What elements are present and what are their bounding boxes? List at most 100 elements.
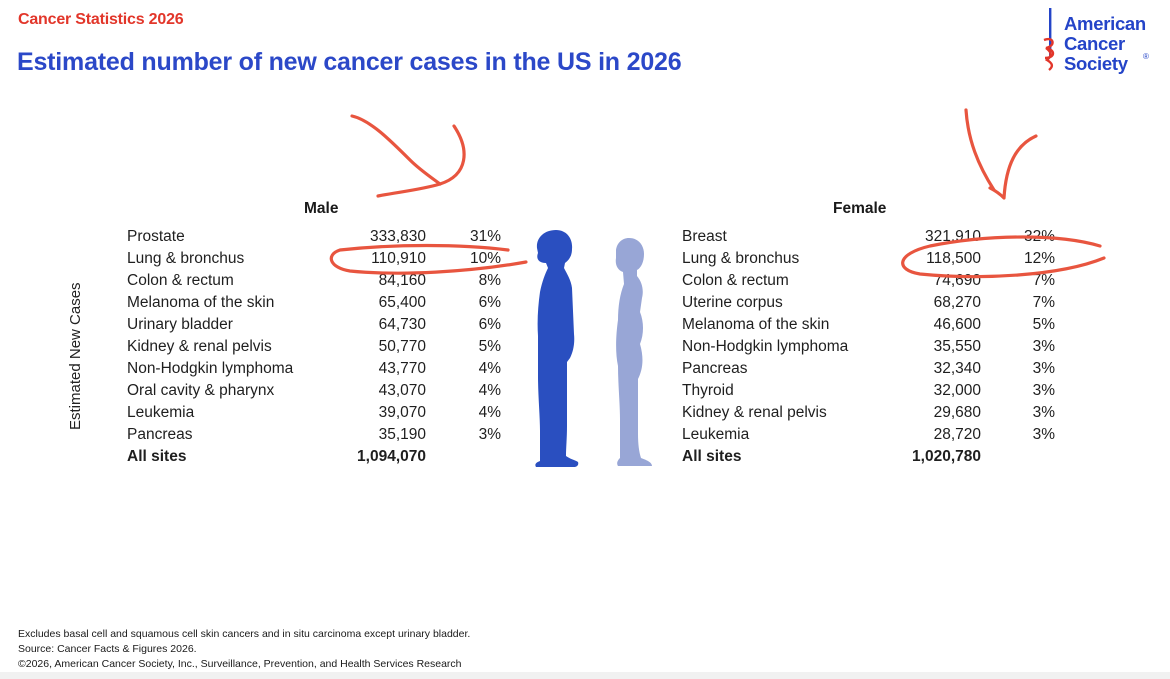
male-count-cell: 43,770 xyxy=(378,360,426,377)
male-count-cell: 39,070 xyxy=(378,404,426,421)
male-count-cell: 35,190 xyxy=(378,426,426,443)
male-total-site-cell: All sites xyxy=(127,448,187,465)
female-site-cell: Lung & bronchus xyxy=(682,250,800,267)
male-row: Pancreas 35,190 3% xyxy=(127,424,507,446)
sword-emblem-icon xyxy=(1043,8,1055,71)
female-site-cell: Colon & rectum xyxy=(682,272,789,289)
female-count-cell: 68,270 xyxy=(933,294,981,311)
female-percent-cell: 12% xyxy=(1023,250,1055,267)
female-row: Thyroid 32,000 3% xyxy=(682,380,1062,402)
acs-logo: American Cancer Society ® xyxy=(1042,8,1166,76)
male-percent-cell: 3% xyxy=(478,426,501,443)
female-total-site-cell: All sites xyxy=(682,448,742,465)
logo-trademark: ® xyxy=(1143,52,1149,61)
female-heading: Female xyxy=(833,200,887,217)
male-site-cell: Leukemia xyxy=(127,404,195,421)
male-row: Leukemia 39,070 4% xyxy=(127,402,507,424)
female-arrow-head-annotation xyxy=(988,134,1038,200)
female-percent-cell: 3% xyxy=(1032,426,1055,443)
male-lung-circle-annotation xyxy=(329,243,528,275)
female-site-cell: Kidney & renal pelvis xyxy=(682,404,827,421)
female-count-cell: 118,500 xyxy=(926,250,981,267)
male-count-cell: 65,400 xyxy=(378,294,426,311)
male-count-cell: 84,160 xyxy=(378,272,426,289)
male-row: Lung & bronchus 110,910 10% xyxy=(127,248,507,270)
female-total-count-cell: 1,020,780 xyxy=(912,448,981,465)
male-count-cell: 50,770 xyxy=(378,338,426,355)
male-site-cell: Non-Hodgkin lymphoma xyxy=(127,360,294,377)
female-site-cell: Thyroid xyxy=(682,382,734,399)
bottom-edge xyxy=(0,672,1170,679)
male-count-cell: 333,830 xyxy=(369,228,426,245)
female-percent-cell: 3% xyxy=(1032,382,1055,399)
male-site-cell: Pancreas xyxy=(127,426,193,443)
female-count-cell: 29,680 xyxy=(933,404,981,421)
female-count-cell: 32,000 xyxy=(933,382,981,399)
page-title: Estimated number of new cancer cases in … xyxy=(17,48,682,76)
male-row: Melanoma of the skin 65,400 6% xyxy=(127,292,507,314)
female-row: Lung & bronchus 118,500 12% xyxy=(682,248,1062,270)
male-row: Urinary bladder 64,730 6% xyxy=(127,314,507,336)
male-count-cell: 64,730 xyxy=(378,316,426,333)
female-row: Melanoma of the skin 46,600 5% xyxy=(682,314,1062,336)
male-table: Prostate 333,830 31% Lung & bronchus 110,910… xyxy=(127,226,507,466)
male-site-cell: Colon & rectum xyxy=(127,272,234,289)
male-site-cell: Melanoma of the skin xyxy=(127,294,275,311)
male-heading: Male xyxy=(304,200,339,217)
female-percent-cell: 3% xyxy=(1032,360,1055,377)
male-count-cell: 43,070 xyxy=(378,382,426,399)
female-site-cell: Melanoma of the skin xyxy=(682,316,830,333)
male-percent-cell: 6% xyxy=(478,294,501,311)
male-percent-cell: 6% xyxy=(478,316,501,333)
footnote-copyright: ©2026, American Cancer Society, Inc., Su… xyxy=(18,658,462,670)
footnote-source: Source: Cancer Facts & Figures 2026. xyxy=(18,643,197,655)
logo-line-1: American xyxy=(1064,13,1146,34)
male-percent-cell: 8% xyxy=(478,272,501,289)
logo-wordmark: American Cancer Society xyxy=(1064,14,1146,74)
female-count-cell: 35,550 xyxy=(933,338,981,355)
male-row: Colon & rectum 84,160 8% xyxy=(127,270,507,292)
female-percent-cell: 3% xyxy=(1032,338,1055,355)
logo-line-3: Society xyxy=(1064,53,1128,74)
male-arrow-annotation xyxy=(350,114,442,186)
male-row: Kidney & renal pelvis 50,770 5% xyxy=(127,336,507,358)
female-count-cell: 28,720 xyxy=(933,426,981,443)
male-silhouette-icon xyxy=(535,230,579,467)
female-percent-cell: 3% xyxy=(1032,404,1055,421)
female-site-cell: Uterine corpus xyxy=(682,294,783,311)
female-silhouette-icon xyxy=(615,238,652,466)
female-percent-cell: 7% xyxy=(1032,272,1055,289)
male-percent-cell: 31% xyxy=(469,228,501,245)
male-site-cell: Lung & bronchus xyxy=(127,250,245,267)
male-site-cell: Urinary bladder xyxy=(127,316,233,333)
male-count-cell: 110,910 xyxy=(371,250,426,267)
female-site-cell: Leukemia xyxy=(682,426,750,443)
male-total-count-cell: 1,094,070 xyxy=(357,448,426,465)
female-row: Non-Hodgkin lymphoma 35,550 3% xyxy=(682,336,1062,358)
female-lung-circle-annotation xyxy=(901,235,1106,279)
female-total-row: All sites 1,020,780 xyxy=(682,446,1062,468)
male-site-cell: Oral cavity & pharynx xyxy=(127,382,275,399)
female-row: Kidney & renal pelvis 29,680 3% xyxy=(682,402,1062,424)
female-percent-cell: 7% xyxy=(1032,294,1055,311)
logo-line-2: Cancer xyxy=(1064,33,1125,54)
male-percent-cell: 4% xyxy=(478,382,501,399)
male-percent-cell: 5% xyxy=(478,338,501,355)
male-row: Non-Hodgkin lymphoma 43,770 4% xyxy=(127,358,507,380)
female-arrow-annotation xyxy=(964,108,996,192)
female-site-cell: Pancreas xyxy=(682,360,748,377)
female-site-cell: Breast xyxy=(682,228,727,245)
male-site-cell: Kidney & renal pelvis xyxy=(127,338,272,355)
female-site-cell: Non-Hodgkin lymphoma xyxy=(682,338,849,355)
male-percent-cell: 4% xyxy=(478,360,501,377)
male-arrow-head-annotation xyxy=(376,124,466,198)
male-site-cell: Prostate xyxy=(127,228,185,245)
female-count-cell: 32,340 xyxy=(933,360,981,377)
female-count-cell: 46,600 xyxy=(933,316,981,333)
female-table: Breast 321,910 32% Lung & bronchus 118,500 12… xyxy=(682,226,1062,466)
male-percent-cell: 10% xyxy=(469,250,501,267)
male-total-row: All sites 1,094,070 xyxy=(127,446,507,468)
female-row: Pancreas 32,340 3% xyxy=(682,358,1062,380)
report-kicker: Cancer Statistics 2026 xyxy=(18,11,184,28)
